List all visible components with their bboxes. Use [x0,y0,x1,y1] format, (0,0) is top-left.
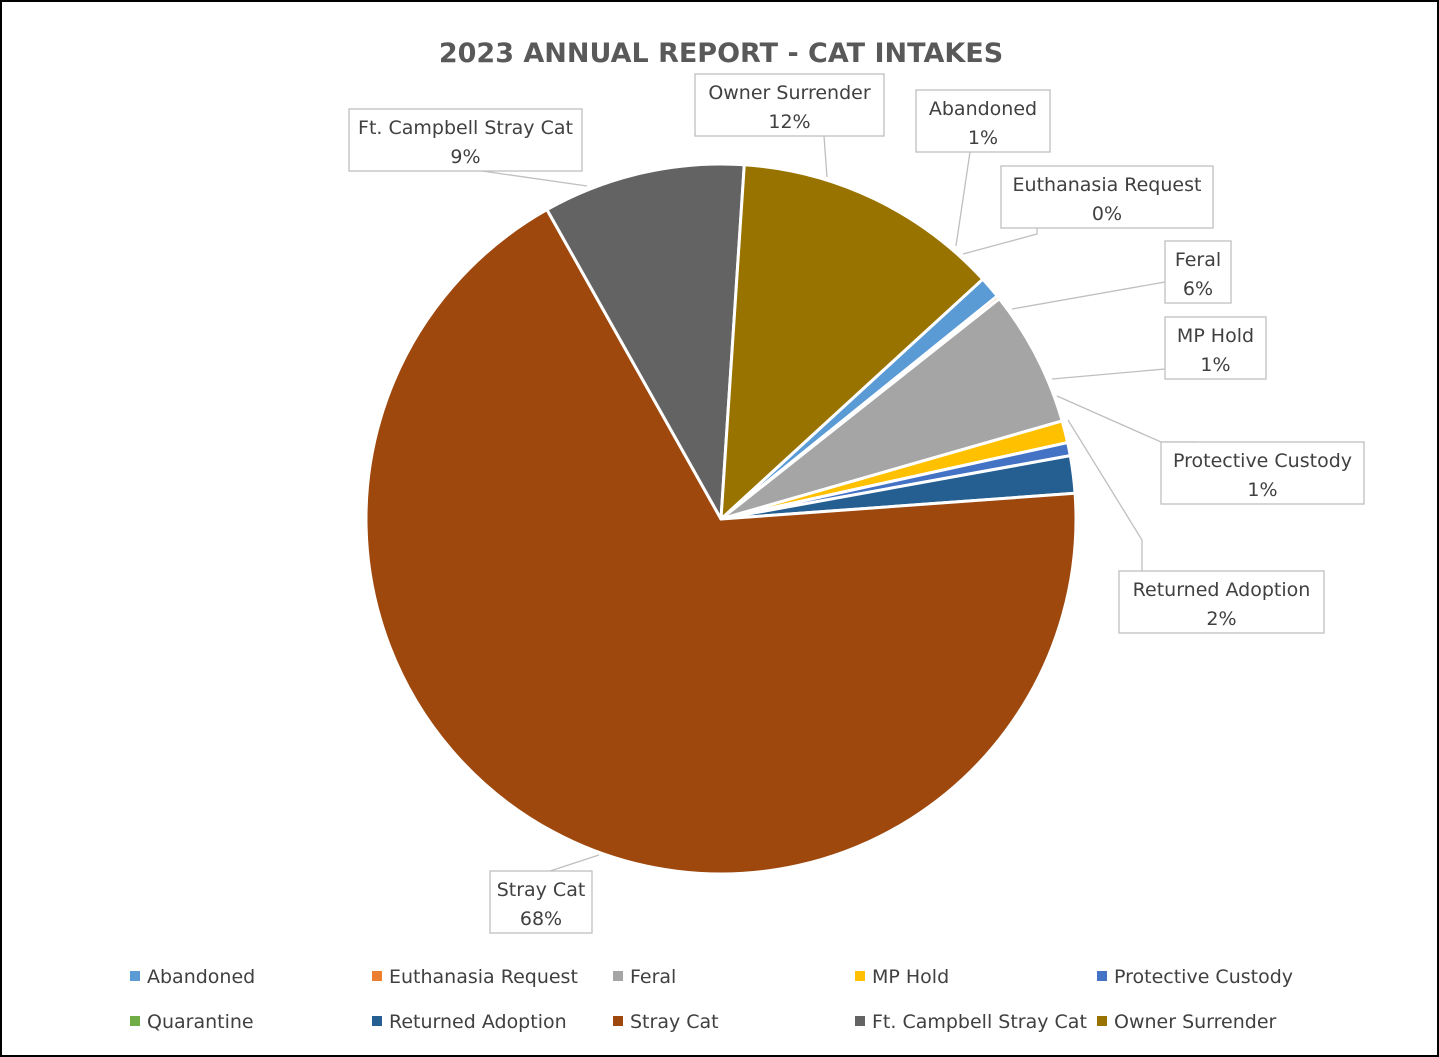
data-label-name: Returned Adoption [1133,579,1311,601]
leader-line-feral [1011,281,1166,310]
data-label-box [1118,570,1325,634]
data-label-value: 6% [1183,278,1213,300]
data-label-value: 1% [1247,479,1277,501]
chart-title: 2023 ANNUAL REPORT - CAT INTAKES [439,38,1003,69]
legend-swatch [855,971,865,981]
data-label-name: Abandoned [929,98,1037,120]
leader-line-mp-hold [1051,368,1166,380]
data-label-box [1164,316,1267,380]
legend-swatch [130,971,140,981]
legend-label: Ft. Campbell Stray Cat [872,1011,1087,1033]
legend-label: Owner Surrender [1114,1011,1277,1033]
legend-item-abandoned[interactable]: Abandoned [130,966,255,988]
legend-item-protective-custody[interactable]: Protective Custody [1097,966,1293,988]
data-label-protective-custody: Protective Custody 1% [1160,441,1365,505]
data-label-box [348,108,583,172]
legend-item-stray-cat[interactable]: Stray Cat [613,1011,719,1033]
legend-swatch [372,971,382,981]
legend-label: Euthanasia Request [389,966,578,988]
data-label-box [489,870,593,934]
legend-swatch [613,1016,623,1026]
legend-label: Feral [630,966,676,988]
leader-line-returned-adoption [1067,419,1143,571]
data-label-value: 68% [520,908,562,930]
data-label-value: 0% [1092,203,1122,225]
labels-layer: Owner Surrender12%Abandoned1%Euthanasia … [348,73,1365,934]
data-label-ft-campbell-stray-cat: Ft. Campbell Stray Cat 9% [348,108,583,172]
data-label-name: Owner Surrender [708,82,871,104]
data-label-box [1160,441,1365,505]
data-label-returned-adoption: Returned Adoption 2% [1118,570,1325,634]
legend-item-returned-adoption[interactable]: Returned Adoption [372,1011,567,1033]
legend-item-quarantine[interactable]: Quarantine [130,1011,254,1033]
slice-feral[interactable] [719,297,1064,521]
data-label-stray-cat: Stray Cat 68% [489,870,593,934]
data-label-euthanasia-request: Euthanasia Request 0% [1000,165,1214,229]
data-label-name: Euthanasia Request [1013,174,1202,196]
legend-label: Stray Cat [630,1011,719,1033]
data-label-mp-hold: MP Hold 1% [1164,316,1267,380]
legend-item-ft-campbell-stray-cat[interactable]: Ft. Campbell Stray Cat [855,1011,1087,1033]
slice-ft-campbell-stray-cat[interactable] [545,162,746,521]
data-label-value: 12% [768,111,810,133]
legend-swatch [613,971,623,981]
data-label-name: Ft. Campbell Stray Cat [358,117,573,139]
data-label-box [1000,165,1214,229]
legend-swatch [1097,1016,1107,1026]
legend-label: Protective Custody [1114,966,1293,988]
legend[interactable]: Abandoned Euthanasia Request Feral MP Hold P… [130,966,1293,1033]
legend-label: Returned Adoption [389,1011,567,1033]
slice-owner-surrender[interactable] [719,163,985,521]
data-label-name: Protective Custody [1173,450,1352,472]
slice-stray-cat[interactable] [364,208,1078,876]
leader-line-ft-campbell-stray-cat [481,170,588,187]
legend-item-owner-surrender[interactable]: Owner Surrender [1097,1011,1277,1033]
leader-line-stray-cat [549,854,600,872]
legend-swatch [130,1016,140,1026]
data-label-name: Feral [1175,249,1221,271]
legend-label: MP Hold [872,966,949,988]
leader-line-euthanasia-request [962,228,1038,255]
legend-item-euthanasia-request[interactable]: Euthanasia Request [372,966,578,988]
data-label-box [694,73,885,137]
data-label-name: MP Hold [1177,325,1254,347]
data-label-box [915,89,1051,153]
legend-item-mp-hold[interactable]: MP Hold [855,966,949,988]
data-label-feral: Feral 6% [1164,240,1232,304]
leader-line-owner-surrender [823,135,828,178]
slices-layer [364,162,1078,876]
legend-label: Abandoned [147,966,255,988]
data-label-box [1164,240,1232,304]
data-label-value: 1% [968,127,998,149]
data-label-value: 1% [1200,354,1230,376]
legend-swatch [1097,971,1107,981]
legend-swatch [855,1016,865,1026]
legend-item-feral[interactable]: Feral [613,966,676,988]
data-label-value: 9% [450,146,480,168]
data-label-value: 2% [1206,608,1236,630]
data-label-owner-surrender: Owner Surrender 12% [694,73,885,137]
legend-label: Quarantine [147,1011,254,1033]
legend-swatch [372,1016,382,1026]
leader-line-abandoned [955,151,971,247]
data-label-name: Stray Cat [497,879,586,901]
data-label-abandoned: Abandoned 1% [915,89,1051,153]
